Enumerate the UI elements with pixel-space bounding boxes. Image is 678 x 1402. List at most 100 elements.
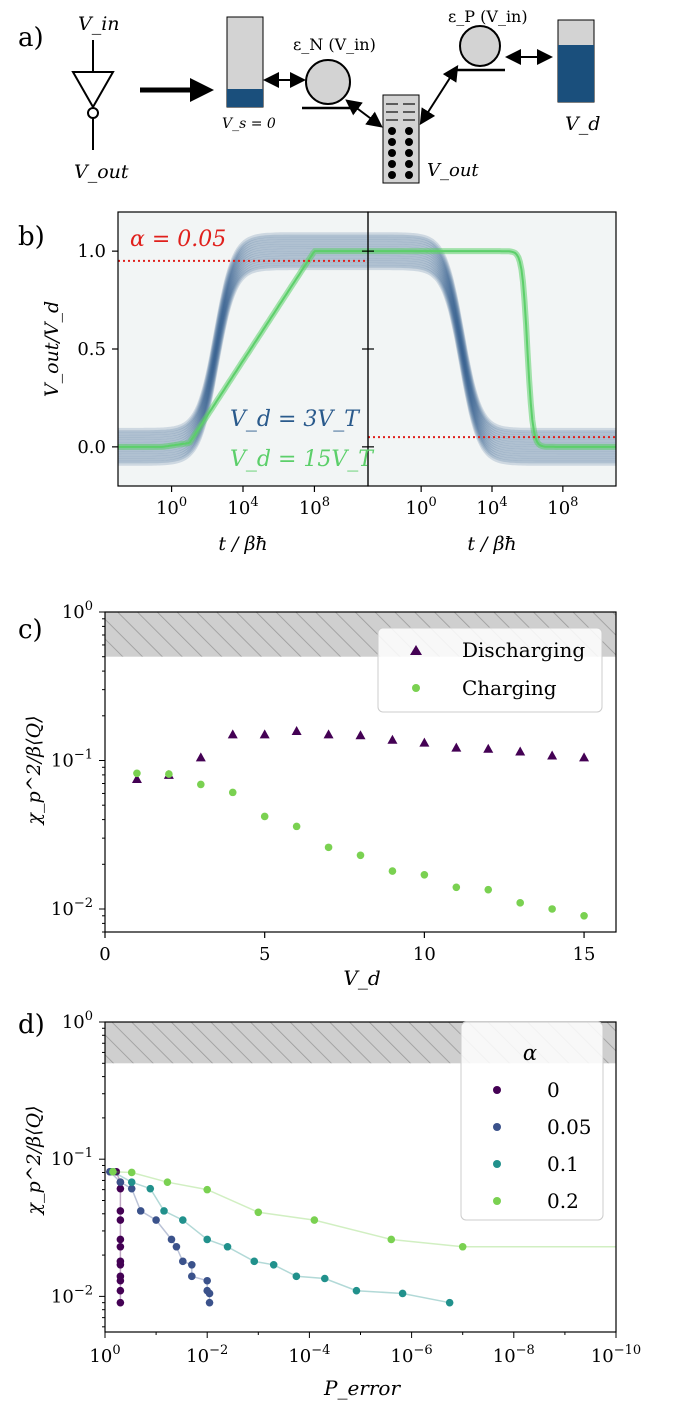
plot-c-legend: Discharging Charging: [377, 627, 603, 713]
n-rate-label: ε_N (V_in): [293, 35, 376, 54]
source-label: V_s = 0: [222, 116, 276, 132]
y-tick-label: 10−2: [51, 896, 93, 920]
vd3-band-curve: [118, 232, 368, 433]
series-point-3: [109, 1167, 117, 1176]
series-point-2: [352, 1286, 361, 1295]
vd3-band-curve: [118, 265, 368, 466]
vd3-band-curve: [368, 258, 616, 459]
discharging-point: [387, 734, 398, 744]
discharging-point: [323, 729, 334, 739]
series-point-3: [127, 1168, 136, 1177]
vd3-band-curve: [118, 260, 368, 462]
plot-d-xlabel: P_error: [323, 1376, 401, 1400]
series-point-3: [203, 1185, 211, 1194]
series-point-2: [160, 1207, 168, 1215]
x-tick-label: 100: [406, 495, 437, 519]
series-point-0: [116, 1235, 125, 1244]
output-dot: V_out: [382, 94, 479, 184]
plot-d: 100 10−2 10−4 10−6 10−8 10−10 100 10−1 10−2: [51, 1009, 641, 1367]
y-tick-label: 100: [62, 599, 93, 623]
panel-a: a) V_in V_out V_s = 0 ε_N (V_in): [18, 7, 600, 184]
discharging-point: [195, 752, 206, 762]
dot-label: V_out: [427, 160, 479, 181]
x-tick-label: 15: [573, 944, 596, 965]
x-tick-label: 10−4: [288, 1343, 330, 1367]
series-point-1: [152, 1216, 160, 1224]
p-rate-label: ε_P (V_in): [448, 7, 528, 26]
legend-discharging-label: Discharging: [462, 638, 585, 662]
vd3-band-curve: [118, 243, 368, 445]
y-tick-label: 1.0: [77, 241, 106, 262]
x-tick-label: 0: [99, 944, 110, 965]
n-transistor-rate: ε_N (V_in): [293, 35, 376, 110]
plot-b-charging: [118, 232, 368, 466]
vd3-band-curve: [368, 234, 616, 436]
series-point-2: [292, 1272, 301, 1281]
vd3-band-curve: [368, 232, 616, 433]
big-arrow-icon: [140, 78, 214, 102]
legend-alpha02-marker: [493, 1197, 501, 1205]
y-tick-label: 10−1: [51, 747, 93, 771]
series-point-1: [127, 1184, 136, 1193]
inverter-input-label: V_in: [78, 13, 120, 35]
y-tick-label: 10−2: [51, 1283, 93, 1307]
series-point-0: [116, 1216, 125, 1224]
plot-b-axes: 100 104 108 100 104 108 0.0 0.5 1.0: [77, 241, 578, 519]
charging-point: [484, 885, 493, 894]
x-tick-label: 108: [299, 495, 330, 519]
x-tick-label: 10−10: [591, 1343, 641, 1367]
discharging-point: [291, 725, 302, 735]
charging-point: [452, 883, 461, 892]
charging-point: [324, 843, 333, 852]
panel-label-b: b): [18, 222, 45, 252]
vd3-band-curve: [118, 258, 368, 459]
discharging-point: [515, 746, 526, 756]
vd3-band-curve: [368, 265, 616, 466]
vd15-annotation: V_d = 15V_T: [230, 447, 375, 472]
x-tick-label: 10−8: [493, 1343, 535, 1367]
series-point-3: [254, 1208, 263, 1217]
vd3-band-curve: [368, 241, 616, 443]
n-transfer-arrow: [345, 99, 383, 128]
vd3-band-curve: [118, 239, 368, 440]
series-point-0: [116, 1298, 125, 1307]
discharging-point: [483, 743, 494, 753]
charging-point: [388, 867, 397, 875]
panel-label-d: d): [18, 1010, 45, 1040]
plot-b-left-bg: [118, 212, 368, 486]
x-tick-label: 10: [413, 944, 436, 965]
drain-label: V_d: [565, 113, 600, 135]
vd3-band-curve: [118, 262, 368, 464]
legend-alpha005-label: 0.05: [547, 1115, 592, 1139]
plot-c-ylabel: χ_p^2/β⟨Q⟩: [23, 716, 45, 827]
series-point-2: [223, 1242, 232, 1251]
series-point-2: [179, 1216, 187, 1224]
series-point-0: [116, 1276, 125, 1285]
series-point-1: [167, 1235, 176, 1244]
source-reservoir: V_s = 0: [222, 16, 276, 132]
series-line-2: [112, 1171, 450, 1304]
plot-d-legend: α 0 0.05 0.1 0.2: [460, 1021, 604, 1221]
plot-b-ylabel: V_out/V_d: [41, 301, 63, 397]
vd3-band-curve: [118, 241, 368, 443]
series-line-1: [109, 1171, 211, 1303]
inverter-output-label: V_out: [74, 161, 129, 183]
discharging-point: [227, 729, 238, 739]
discharging-point: [451, 742, 462, 752]
vd3-band-curve: [118, 253, 368, 455]
x-tick-label: 108: [547, 495, 578, 519]
legend-alpha0-marker: [493, 1086, 501, 1094]
y-tick-label: 0.0: [77, 437, 106, 458]
vd3-band-curve: [368, 244, 616, 445]
charging-point: [228, 788, 237, 797]
charging-point: [133, 769, 141, 778]
series-point-0: [116, 1207, 125, 1215]
x-tick-label: 10−2: [186, 1343, 228, 1367]
discharging-point: [579, 752, 590, 762]
vd15-curve: [368, 250, 616, 448]
legend-alpha005-marker: [493, 1123, 501, 1131]
vd3-annotation: V_d = 3V_T: [230, 407, 361, 432]
plot-b-xlabel-right: t / βħ: [467, 533, 516, 555]
series-point-2: [146, 1184, 155, 1193]
